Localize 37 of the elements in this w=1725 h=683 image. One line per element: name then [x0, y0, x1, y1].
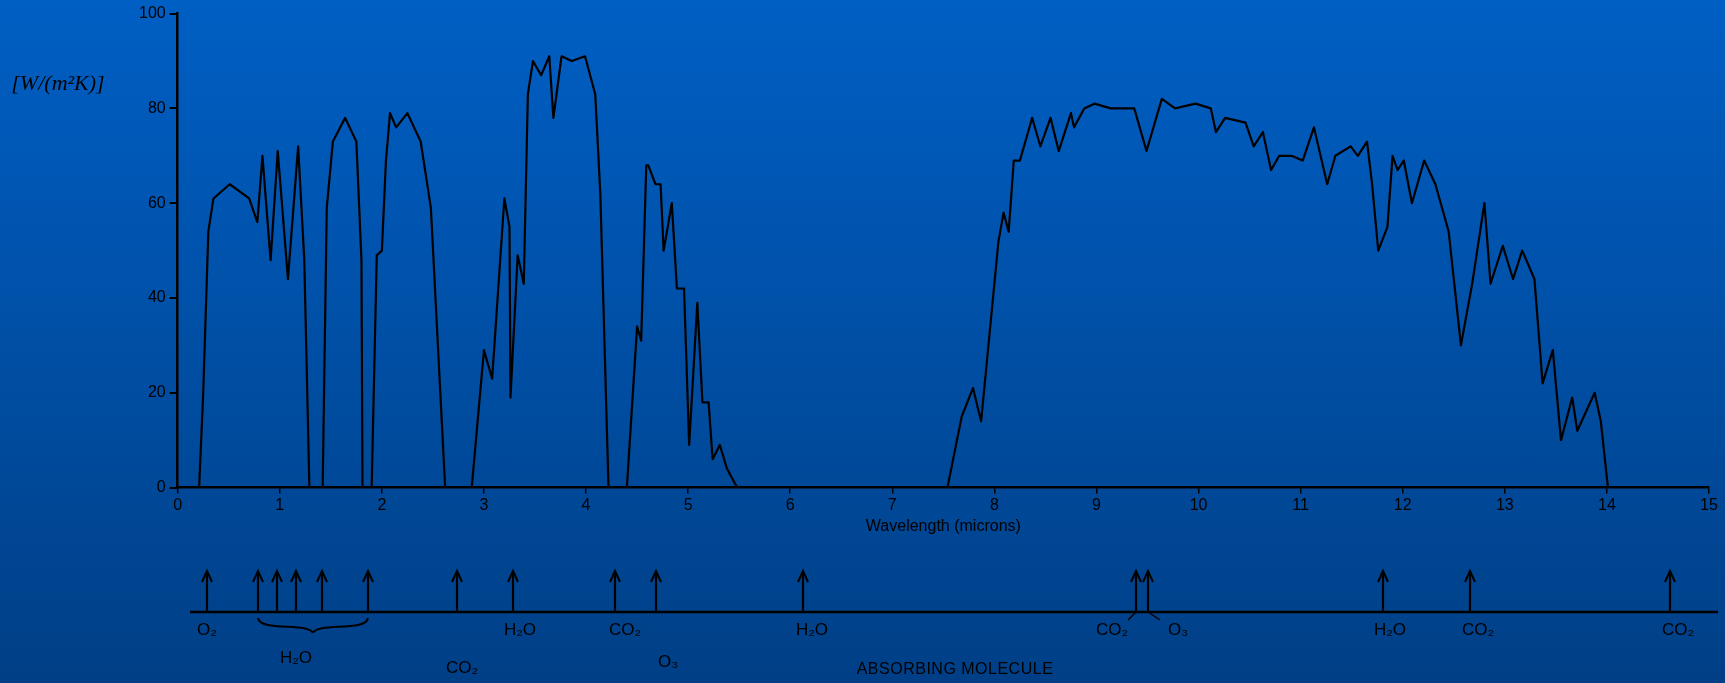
x-tick-label: 10 [1189, 495, 1208, 513]
text: O₃ [657, 652, 679, 672]
text: H₂O [279, 648, 313, 668]
x-tick-label: 0 [173, 495, 183, 513]
x-tick-label: 15 [1700, 495, 1718, 513]
text: H₂O [503, 620, 537, 640]
x-tick-label: 1 [275, 495, 285, 513]
text: H₂O [795, 620, 829, 640]
text: CO₂ [1095, 620, 1129, 640]
text: ABSORBING MOLECULE [856, 660, 1054, 678]
text: CO₂ [608, 620, 642, 640]
x-tick-label: 11 [1292, 495, 1310, 513]
x-tick-label: 6 [785, 495, 795, 513]
x-tick-label: 8 [989, 495, 999, 513]
x-tick-label: 12 [1393, 495, 1412, 513]
text: CO₂ [1661, 620, 1695, 640]
y-tick-label: 80 [147, 98, 166, 116]
x-tick-label: 5 [683, 495, 693, 513]
y-tick-label: 60 [147, 193, 166, 211]
text: O₃ [1167, 620, 1189, 640]
y-tick-label: 100 [138, 4, 166, 22]
y-tick-label: 20 [147, 383, 166, 401]
x-axis-title: Wavelength (microns) [865, 516, 1021, 534]
x-tick-label: 3 [479, 495, 489, 513]
y-tick-label: 40 [147, 288, 166, 306]
x-tick-label: 4 [581, 495, 591, 513]
text: O₂ [197, 620, 217, 640]
text: CO₂ [1461, 620, 1495, 640]
text: H₂O [1373, 620, 1407, 640]
x-tick-label: 14 [1598, 495, 1616, 513]
y-tick-label: 0 [156, 478, 166, 496]
x-tick-label: 9 [1092, 495, 1102, 513]
x-tick-label: 2 [377, 495, 387, 513]
text: CO₂ [445, 658, 479, 678]
x-tick-label: 13 [1495, 495, 1514, 513]
y-axis-title: [W/(m²K)] [10, 70, 106, 96]
x-tick-label: 7 [887, 495, 897, 513]
